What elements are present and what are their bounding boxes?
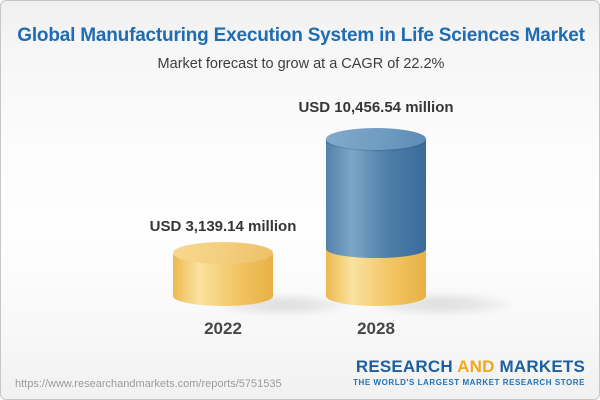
- logo-word-markets: MARKETS: [499, 357, 585, 376]
- value-label-2028: USD 10,456.54 million: [298, 99, 454, 116]
- research-and-markets-logo: RESEARCH AND MARKETS THE WORLD'S LARGEST…: [353, 358, 585, 387]
- category-label-2028: 2028: [357, 319, 395, 338]
- bar-2028-blue-segment: [326, 139, 426, 258]
- logo-word-and: AND: [457, 357, 495, 376]
- logo-word-research: RESEARCH: [355, 357, 453, 376]
- page-title: Global Manufacturing Execution System in…: [17, 25, 585, 46]
- bar-2028-gold-base-segment: [326, 249, 426, 306]
- bar-2022-cylinder-top: [173, 242, 273, 264]
- logo-wordmark: RESEARCH AND MARKETS: [353, 358, 585, 375]
- bar-2028-cylinder-top: [326, 128, 426, 150]
- page-subtitle: Market forecast to grow at a CAGR of 22.…: [157, 56, 445, 72]
- report-url-link[interactable]: https://www.researchandmarkets.com/repor…: [15, 378, 282, 390]
- logo-tagline: THE WORLD'S LARGEST MARKET RESEARCH STOR…: [353, 378, 585, 387]
- value-label-2022: USD 3,139.14 million: [149, 218, 297, 235]
- category-label-2022: 2022: [204, 319, 242, 338]
